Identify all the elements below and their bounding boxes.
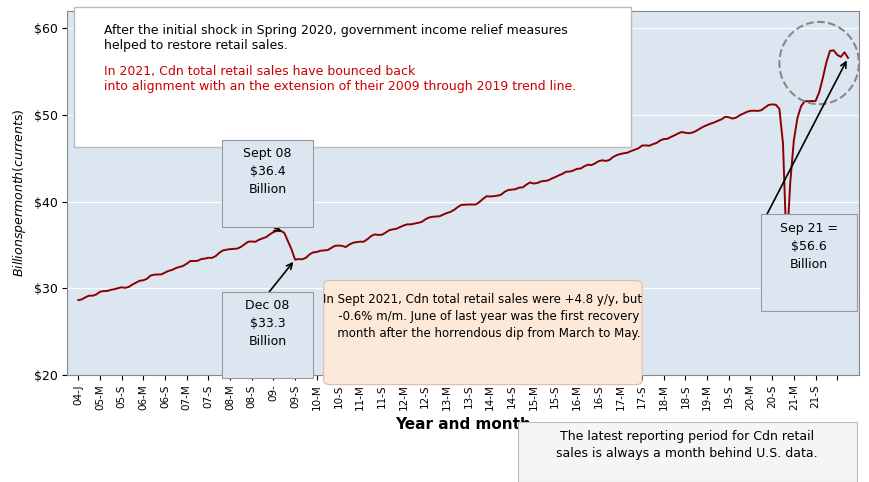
Text: Sep 21 =
$56.6
Billion: Sep 21 = $56.6 Billion bbox=[779, 222, 837, 271]
Text: In 2021, Cdn total retail sales have bounced back
into alignment with an the ext: In 2021, Cdn total retail sales have bou… bbox=[104, 65, 576, 93]
Text: The latest reporting period for Cdn retail
sales is always a month behind U.S. d: The latest reporting period for Cdn reta… bbox=[556, 430, 817, 460]
X-axis label: Year and month: Year and month bbox=[395, 417, 530, 432]
Text: After the initial shock in Spring 2020, government income relief measures
helped: After the initial shock in Spring 2020, … bbox=[104, 24, 567, 52]
Text: Dec 08
$33.3
Billion: Dec 08 $33.3 Billion bbox=[245, 299, 289, 348]
Text: Sept 08
$36.4
Billion: Sept 08 $36.4 Billion bbox=[243, 147, 291, 196]
Y-axis label: $ Billions per month (current $s): $ Billions per month (current $s) bbox=[11, 108, 28, 277]
Text: In Sept 2021, Cdn total retail sales were +4.8 y/y, but
   -0.6% m/m. June of la: In Sept 2021, Cdn total retail sales wer… bbox=[323, 293, 641, 340]
